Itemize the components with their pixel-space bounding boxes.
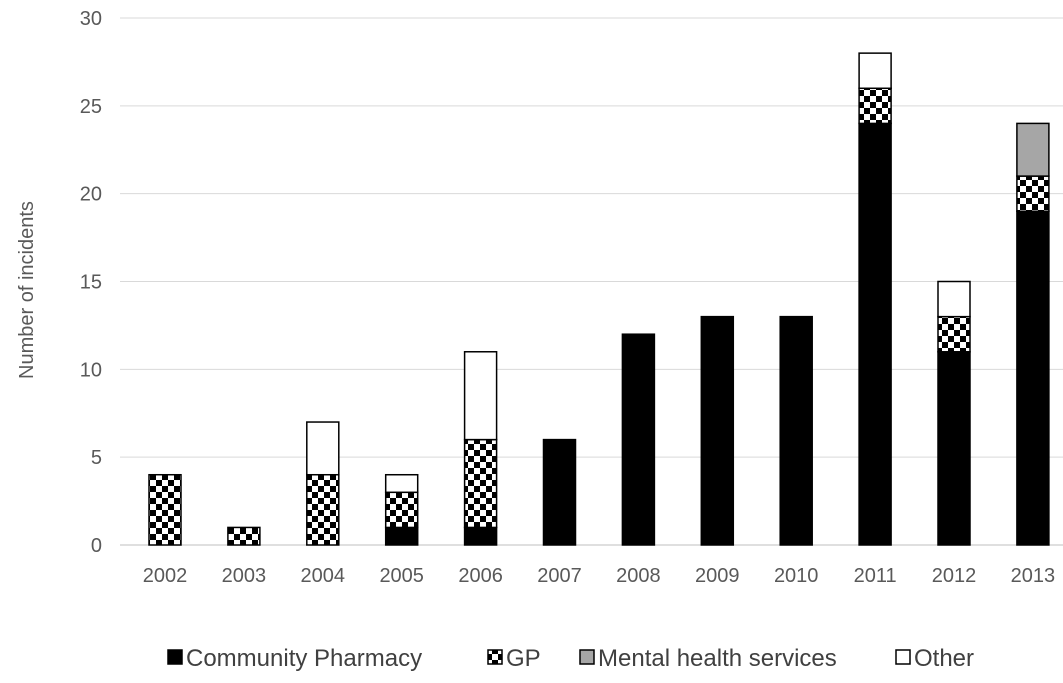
x-tick-label: 2007 — [537, 565, 582, 587]
bar-segment — [700, 315, 735, 546]
y-tick-label: 5 — [91, 447, 102, 469]
bars — [148, 52, 1050, 546]
x-tick-label: 2006 — [458, 565, 503, 587]
bar-segment — [384, 473, 419, 494]
bar-segment — [463, 438, 498, 529]
bar-segment — [937, 315, 971, 353]
y-tick-label: 20 — [80, 184, 102, 206]
x-tick-label: 2004 — [301, 565, 346, 587]
x-tick-label: 2005 — [379, 565, 424, 587]
y-tick-label: 10 — [80, 359, 102, 381]
bar-segment — [463, 351, 498, 441]
bar-segment — [1016, 122, 1050, 177]
legend-swatch — [579, 649, 595, 665]
bar-segment — [1016, 210, 1050, 546]
x-tick-label: 2003 — [222, 565, 267, 587]
y-tick-label: 15 — [80, 272, 102, 294]
legend-label: GP — [506, 645, 541, 672]
bar-segment — [1016, 175, 1050, 212]
legend-label: Other — [914, 645, 974, 672]
x-tick-label: 2012 — [932, 565, 977, 587]
bar-segment — [384, 491, 419, 529]
bar-segment — [858, 52, 892, 90]
bar-segment — [463, 526, 498, 546]
y-tick-label: 30 — [80, 8, 102, 30]
bar-segment — [937, 280, 971, 318]
legend-label: Community Pharmacy — [186, 645, 422, 672]
y-axis-ticks: 0 5 10 15 20 25 30 — [80, 8, 102, 557]
bar-segment — [937, 351, 971, 546]
x-tick-label: 2011 — [854, 565, 897, 587]
bar-segment — [542, 438, 577, 546]
bar-segment — [621, 333, 656, 546]
y-tick-label: 0 — [91, 535, 102, 557]
y-axis-title: Number of incidents — [16, 201, 38, 379]
legend-swatch — [895, 649, 911, 665]
bar-segment — [148, 473, 182, 546]
bar-segment — [779, 315, 813, 546]
bar-segment — [384, 526, 419, 546]
legend: Community Pharmacy GP Mental health servic… — [167, 645, 974, 672]
bar-segment — [227, 526, 261, 546]
x-tick-label: 2013 — [1011, 565, 1056, 587]
x-tick-label: 2008 — [616, 565, 661, 587]
x-axis-ticks: 2002 2003 2004 2005 2006 2007 2008 2009 2010 2011… — [143, 565, 1055, 587]
y-tick-label: 25 — [80, 96, 102, 118]
x-tick-label: 2002 — [143, 565, 188, 587]
legend-label: Mental health services — [598, 645, 837, 672]
bar-segment — [306, 473, 340, 546]
bar-segment — [858, 87, 892, 125]
x-tick-label: 2009 — [695, 565, 740, 587]
legend-swatch — [167, 649, 183, 665]
legend-swatch — [487, 649, 503, 665]
bar-segment — [306, 421, 340, 476]
bar-segment — [858, 122, 892, 546]
x-tick-label: 2010 — [774, 565, 819, 587]
gridlines — [120, 17, 1063, 546]
